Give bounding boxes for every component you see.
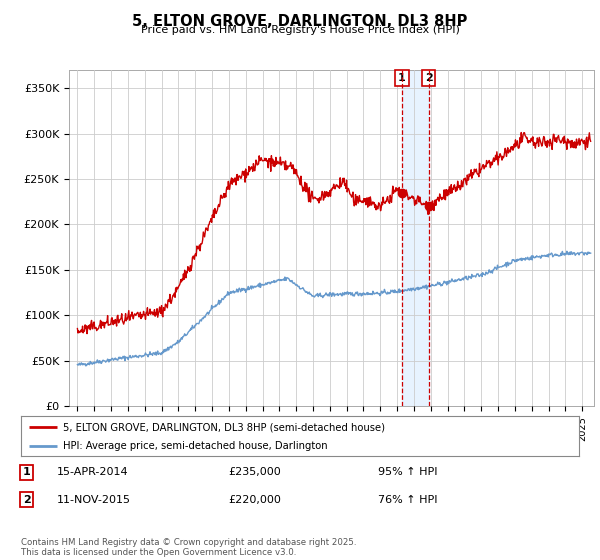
Text: 5, ELTON GROVE, DARLINGTON, DL3 8HP: 5, ELTON GROVE, DARLINGTON, DL3 8HP (133, 14, 467, 29)
Text: 1: 1 (23, 467, 31, 477)
Text: £235,000: £235,000 (228, 467, 281, 477)
Text: HPI: Average price, semi-detached house, Darlington: HPI: Average price, semi-detached house,… (63, 441, 328, 451)
Text: 76% ↑ HPI: 76% ↑ HPI (378, 494, 437, 505)
Text: 2: 2 (425, 73, 433, 83)
Text: 15-APR-2014: 15-APR-2014 (57, 467, 128, 477)
Text: 2: 2 (23, 494, 31, 505)
Text: Contains HM Land Registry data © Crown copyright and database right 2025.
This d: Contains HM Land Registry data © Crown c… (21, 538, 356, 557)
Text: 5, ELTON GROVE, DARLINGTON, DL3 8HP (semi-detached house): 5, ELTON GROVE, DARLINGTON, DL3 8HP (sem… (63, 422, 385, 432)
Text: 1: 1 (398, 73, 406, 83)
Text: Price paid vs. HM Land Registry's House Price Index (HPI): Price paid vs. HM Land Registry's House … (140, 25, 460, 35)
Text: 11-NOV-2015: 11-NOV-2015 (57, 494, 131, 505)
Bar (402, 70, 428, 406)
Text: £220,000: £220,000 (228, 494, 281, 505)
Text: 95% ↑ HPI: 95% ↑ HPI (378, 467, 437, 477)
